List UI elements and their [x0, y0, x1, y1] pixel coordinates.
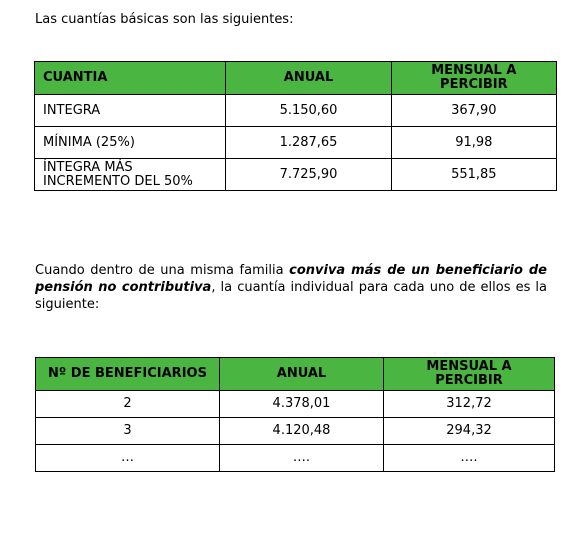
cell-anual: 1.287,65 — [225, 126, 392, 159]
paragraph-text-after: , la cuantía individual para cada uno de… — [35, 280, 548, 312]
intro-text: Las cuantías básicas son las siguientes: — [35, 12, 294, 27]
cell-cuantia: ÍNTEGRA MÁS INCREMENTO DEL 50% — [33, 158, 227, 191]
header-anual: ANUAL — [225, 61, 392, 95]
header-mensual: MENSUAL A PERCIBIR — [383, 357, 555, 391]
cell-anual: 4.120,48 — [219, 417, 384, 445]
table-row: 3 4.120,48 294,32 — [35, 417, 555, 445]
cell-mensual: 551,85 — [390, 158, 558, 191]
table-row: ÍNTEGRA MÁS INCREMENTO DEL 50% 7.725,90 … — [33, 158, 558, 191]
table-row: … …. …. — [35, 444, 555, 472]
cell-mensual: 91,98 — [390, 126, 558, 159]
table-row: MÍNIMA (25%) 1.287,65 91,98 — [33, 126, 558, 159]
cell-mensual: 294,32 — [383, 417, 555, 445]
cell-anual: …. — [219, 444, 384, 472]
cell-anual: 5.150,60 — [225, 94, 392, 127]
cell-mensual: 367,90 — [390, 94, 558, 127]
cell-anual: 4.378,01 — [219, 390, 384, 418]
beneficiaries-table: Nº DE BENEFICIARIOS ANUAL MENSUAL A PERC… — [35, 357, 555, 472]
paragraph-emphasis: conviva más de un beneficiario de pensió… — [35, 263, 547, 295]
cell-mensual: 312,72 — [383, 390, 555, 418]
header-mensual: MENSUAL A PERCIBIR — [390, 61, 558, 95]
cell-beneficiarios: … — [35, 444, 220, 472]
cell-cuantia: MÍNIMA (25%) — [33, 126, 227, 159]
multiple-beneficiaries-paragraph: Cuando dentro de una misma familia convi… — [35, 262, 547, 313]
table-row: INTEGRA 5.150,60 367,90 — [33, 94, 558, 127]
cell-beneficiarios: 2 — [35, 390, 220, 418]
basic-amounts-table: CUANTIA ANUAL MENSUAL A PERCIBIR INTEGRA… — [33, 61, 558, 191]
table-row: 2 4.378,01 312,72 — [35, 390, 555, 418]
cell-mensual: …. — [383, 444, 555, 472]
header-beneficiarios: Nº DE BENEFICIARIOS — [35, 357, 220, 391]
header-anual: ANUAL — [219, 357, 384, 391]
table-header-row: Nº DE BENEFICIARIOS ANUAL MENSUAL A PERC… — [35, 357, 555, 391]
paragraph-text-before: Cuando dentro de una misma familia — [35, 263, 290, 278]
header-cuantia: CUANTIA — [33, 61, 227, 95]
cell-cuantia: INTEGRA — [33, 94, 227, 127]
cell-anual: 7.725,90 — [225, 158, 392, 191]
cell-beneficiarios: 3 — [35, 417, 220, 445]
table-header-row: CUANTIA ANUAL MENSUAL A PERCIBIR — [33, 61, 558, 95]
